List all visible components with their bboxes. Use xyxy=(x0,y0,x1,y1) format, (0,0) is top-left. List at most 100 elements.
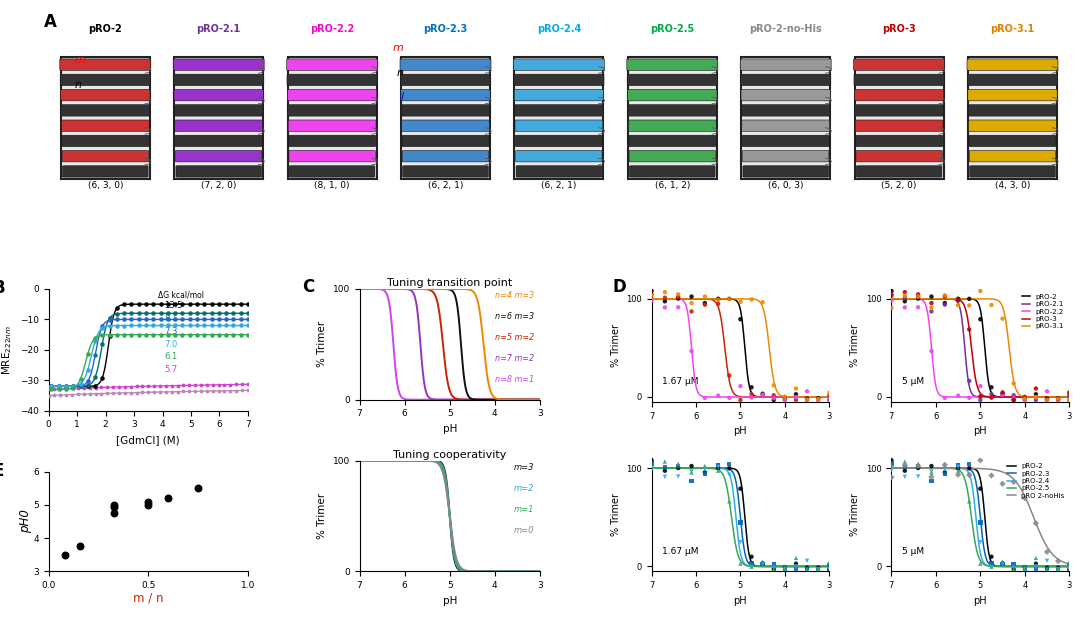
Point xyxy=(697,292,714,302)
FancyBboxPatch shape xyxy=(741,74,831,86)
Point xyxy=(798,395,815,405)
Point xyxy=(86,350,104,360)
Point xyxy=(1016,564,1034,574)
FancyBboxPatch shape xyxy=(174,105,264,116)
Point xyxy=(720,496,738,506)
Text: pRO-2: pRO-2 xyxy=(89,24,122,34)
Text: E: E xyxy=(0,461,4,479)
Point xyxy=(643,458,660,468)
Point xyxy=(697,469,714,479)
Point xyxy=(76,383,93,393)
Text: pRO-2.2: pRO-2.2 xyxy=(310,24,354,34)
Point xyxy=(960,463,977,473)
Point xyxy=(1050,564,1067,574)
Point xyxy=(710,391,727,401)
Point xyxy=(57,384,75,394)
Point xyxy=(777,564,794,574)
FancyBboxPatch shape xyxy=(854,89,944,101)
FancyBboxPatch shape xyxy=(855,120,943,132)
FancyBboxPatch shape xyxy=(289,166,375,177)
Point xyxy=(181,309,199,319)
Point xyxy=(137,320,154,330)
Point xyxy=(130,314,147,324)
Point xyxy=(983,558,1000,568)
Point xyxy=(670,302,687,312)
Point xyxy=(43,381,60,391)
Point xyxy=(145,314,162,324)
Point xyxy=(116,314,133,324)
Point xyxy=(720,294,738,304)
Point xyxy=(787,392,805,402)
Point xyxy=(1050,564,1067,574)
Y-axis label: % Trimer: % Trimer xyxy=(610,324,621,367)
Point xyxy=(1038,395,1055,405)
Point xyxy=(949,391,967,401)
Point xyxy=(777,564,794,574)
Point xyxy=(174,314,191,324)
Point xyxy=(896,296,914,306)
Point xyxy=(232,309,249,319)
Bar xyxy=(174,57,264,179)
Point xyxy=(94,322,111,332)
FancyBboxPatch shape xyxy=(60,105,150,116)
Point xyxy=(240,320,257,330)
Point xyxy=(134,381,151,391)
Point xyxy=(1038,563,1055,573)
Point xyxy=(168,387,186,397)
Text: 5 μM: 5 μM xyxy=(902,546,924,556)
Point xyxy=(909,463,927,473)
Point xyxy=(175,386,192,396)
Point xyxy=(732,484,750,494)
Point xyxy=(994,314,1011,324)
Point xyxy=(240,309,257,319)
Text: B: B xyxy=(0,279,5,297)
Point xyxy=(1005,390,1023,400)
Point xyxy=(40,384,57,394)
Point xyxy=(949,294,967,304)
Text: n=7 m=2: n=7 m=2 xyxy=(496,355,535,363)
Point xyxy=(1027,389,1044,399)
Point xyxy=(210,386,227,396)
Point xyxy=(204,386,221,396)
Point xyxy=(1050,395,1067,405)
Point xyxy=(922,476,940,486)
Point xyxy=(949,460,967,470)
Point xyxy=(1050,395,1067,405)
Point xyxy=(882,296,900,306)
Legend: pRO-2, pRO-2.3, pRO-2.4, pRO-2.5, pRO 2-noHis: pRO-2, pRO-2.3, pRO-2.4, pRO-2.5, pRO 2-… xyxy=(1005,462,1066,500)
Point xyxy=(882,303,900,313)
Point xyxy=(232,320,249,330)
Point xyxy=(228,386,245,396)
Point xyxy=(922,307,940,317)
Point xyxy=(199,386,216,396)
X-axis label: pH: pH xyxy=(443,424,457,434)
Point xyxy=(160,493,177,503)
FancyBboxPatch shape xyxy=(626,59,718,70)
Point xyxy=(240,386,257,396)
Point xyxy=(168,381,186,391)
Point xyxy=(52,390,69,400)
Point xyxy=(683,346,700,356)
Point xyxy=(217,320,234,330)
Point xyxy=(188,314,205,324)
FancyBboxPatch shape xyxy=(742,120,829,132)
Point xyxy=(240,379,257,389)
Point xyxy=(79,376,96,386)
Point xyxy=(821,388,838,397)
Point xyxy=(79,365,96,374)
Point xyxy=(697,298,714,308)
Point xyxy=(787,553,805,563)
Point xyxy=(960,496,977,506)
Point xyxy=(994,388,1011,397)
Point xyxy=(743,392,760,402)
Point xyxy=(882,289,900,299)
Point xyxy=(777,393,794,403)
Text: pRO-3.1: pRO-3.1 xyxy=(990,24,1035,34)
Point xyxy=(139,497,157,507)
X-axis label: pH: pH xyxy=(733,596,747,605)
Point xyxy=(882,291,900,301)
Point xyxy=(922,298,940,308)
Point xyxy=(643,289,660,299)
Point xyxy=(72,381,90,391)
Point xyxy=(732,297,750,307)
